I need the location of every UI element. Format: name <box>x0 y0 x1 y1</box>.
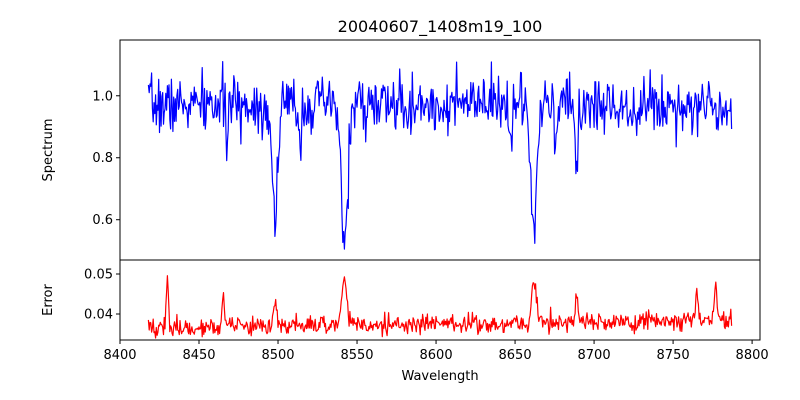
error-y-axis-label: Error <box>41 284 56 316</box>
spectrum-axes-frame <box>119 39 761 261</box>
error-x-tick-label: 8550 <box>340 348 373 363</box>
error-x-tick-label: 8600 <box>420 348 453 363</box>
error-x-tick-label: 8750 <box>657 348 690 363</box>
chart-title: 20040607_1408m19_100 <box>338 17 543 37</box>
error-x-tick-label: 8700 <box>578 348 611 363</box>
error-axes: 0.04 0.05 8400 8450 8500 8550 8600 8650 8700 8750… <box>84 259 769 363</box>
error-y-tick-label: 0.04 <box>84 308 113 323</box>
spectrum-axes: 0.6 0.8 1.0 <box>92 39 761 261</box>
error-x-tick-label: 8400 <box>103 348 136 363</box>
error-y-tick-label: 0.05 <box>84 268 113 283</box>
spectrum-y-axis-label: Spectrum <box>41 119 56 182</box>
error-x-tick-label: 8500 <box>261 348 294 363</box>
error-line <box>147 275 733 339</box>
spectrum-line <box>147 60 733 250</box>
spectrum-y-tick-label: 0.8 <box>92 151 113 166</box>
error-x-tick-label: 8450 <box>182 348 215 363</box>
x-axis-label: Wavelength <box>401 369 478 384</box>
error-x-tick-label: 8800 <box>736 348 769 363</box>
error-axes-frame <box>119 259 761 341</box>
spectrum-y-tick-label: 1.0 <box>92 89 113 104</box>
spectrum-y-tick-label: 0.6 <box>92 213 113 228</box>
error-x-tick-label: 8650 <box>499 348 532 363</box>
